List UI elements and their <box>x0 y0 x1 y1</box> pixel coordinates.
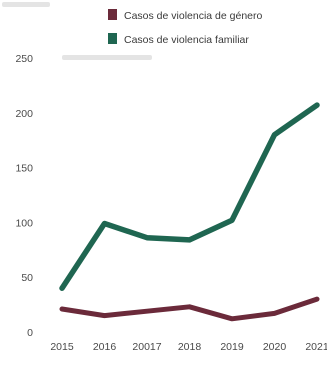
x-tick-label: 2018 <box>178 341 202 353</box>
y-tick-label: 200 <box>15 108 33 120</box>
scan-artifact <box>62 55 152 60</box>
series-1-point <box>102 221 107 226</box>
series-1-point <box>272 132 277 137</box>
y-tick-label: 0 <box>27 327 33 339</box>
series-1-point <box>144 235 150 240</box>
legend: Casos de violencia de género Casos de vi… <box>108 9 263 46</box>
series-0-point <box>144 309 150 314</box>
legend-label-familiar: Casos de violencia familiar <box>124 34 249 46</box>
series-line-1 <box>59 102 320 291</box>
x-tick-label: 2016 <box>93 341 117 353</box>
plot-area <box>59 102 320 322</box>
legend-item-genero: Casos de violencia de género <box>108 9 263 22</box>
series-1-point <box>314 102 320 108</box>
y-tick-label: 250 <box>15 53 33 65</box>
series-0-point <box>187 304 192 309</box>
legend-label-genero: Casos de violencia de género <box>124 10 263 22</box>
y-tick-label: 100 <box>15 217 33 229</box>
x-tick-label: 20017 <box>132 341 161 353</box>
y-tick-label: 50 <box>21 272 33 284</box>
legend-swatch-familiar <box>108 33 117 44</box>
y-tick-label: 150 <box>15 163 33 175</box>
x-tick-label: 2021 <box>305 341 327 353</box>
legend-item-familiar: Casos de violencia familiar <box>108 33 249 46</box>
series-0-point <box>102 313 107 318</box>
series-1-point <box>59 286 65 291</box>
x-tick-label: 2020 <box>263 341 287 353</box>
x-tick-label: 2019 <box>220 341 244 353</box>
scan-artifact <box>2 2 50 7</box>
series-0-point <box>314 296 320 302</box>
legend-swatch-genero <box>108 9 117 20</box>
series-0-point <box>272 311 277 316</box>
x-axis: 2015 2016 20017 2018 2019 2020 2021 <box>50 341 327 353</box>
series-1-point <box>229 218 235 223</box>
y-axis: 0 50 100 150 200 250 <box>15 53 33 339</box>
x-tick-label: 2015 <box>50 341 74 353</box>
series-0-point <box>229 316 235 321</box>
series-0-point <box>59 306 65 312</box>
series-1-point <box>187 237 192 243</box>
